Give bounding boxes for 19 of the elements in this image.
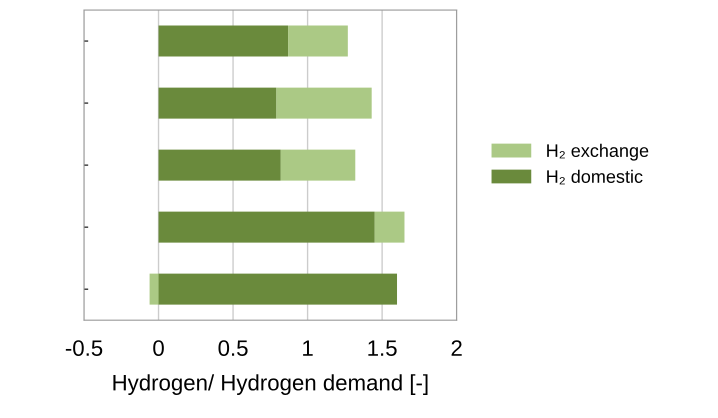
x-tick-label: 1.5 (368, 340, 397, 356)
bar (374, 212, 404, 243)
bar (276, 88, 372, 119)
x-axis-title: Hydrogen/ Hydrogen demand [-] (113, 374, 428, 395)
legend-label: H₂ exchange (547, 144, 648, 161)
x-tick-label: 0 (153, 340, 164, 356)
x-tick-label: 0.5 (218, 340, 248, 356)
x-tick-label: 2 (452, 340, 462, 356)
bar (158, 88, 276, 119)
x-tick-label: 1 (303, 340, 313, 356)
bar (158, 150, 281, 181)
bar (150, 274, 159, 305)
bar (158, 274, 398, 305)
bar (158, 212, 375, 243)
bar (280, 150, 356, 181)
x-tick-label: -0.5 (66, 340, 102, 356)
bar (158, 26, 288, 57)
legend-label: H₂ domestic (547, 170, 643, 184)
bar (288, 26, 348, 57)
